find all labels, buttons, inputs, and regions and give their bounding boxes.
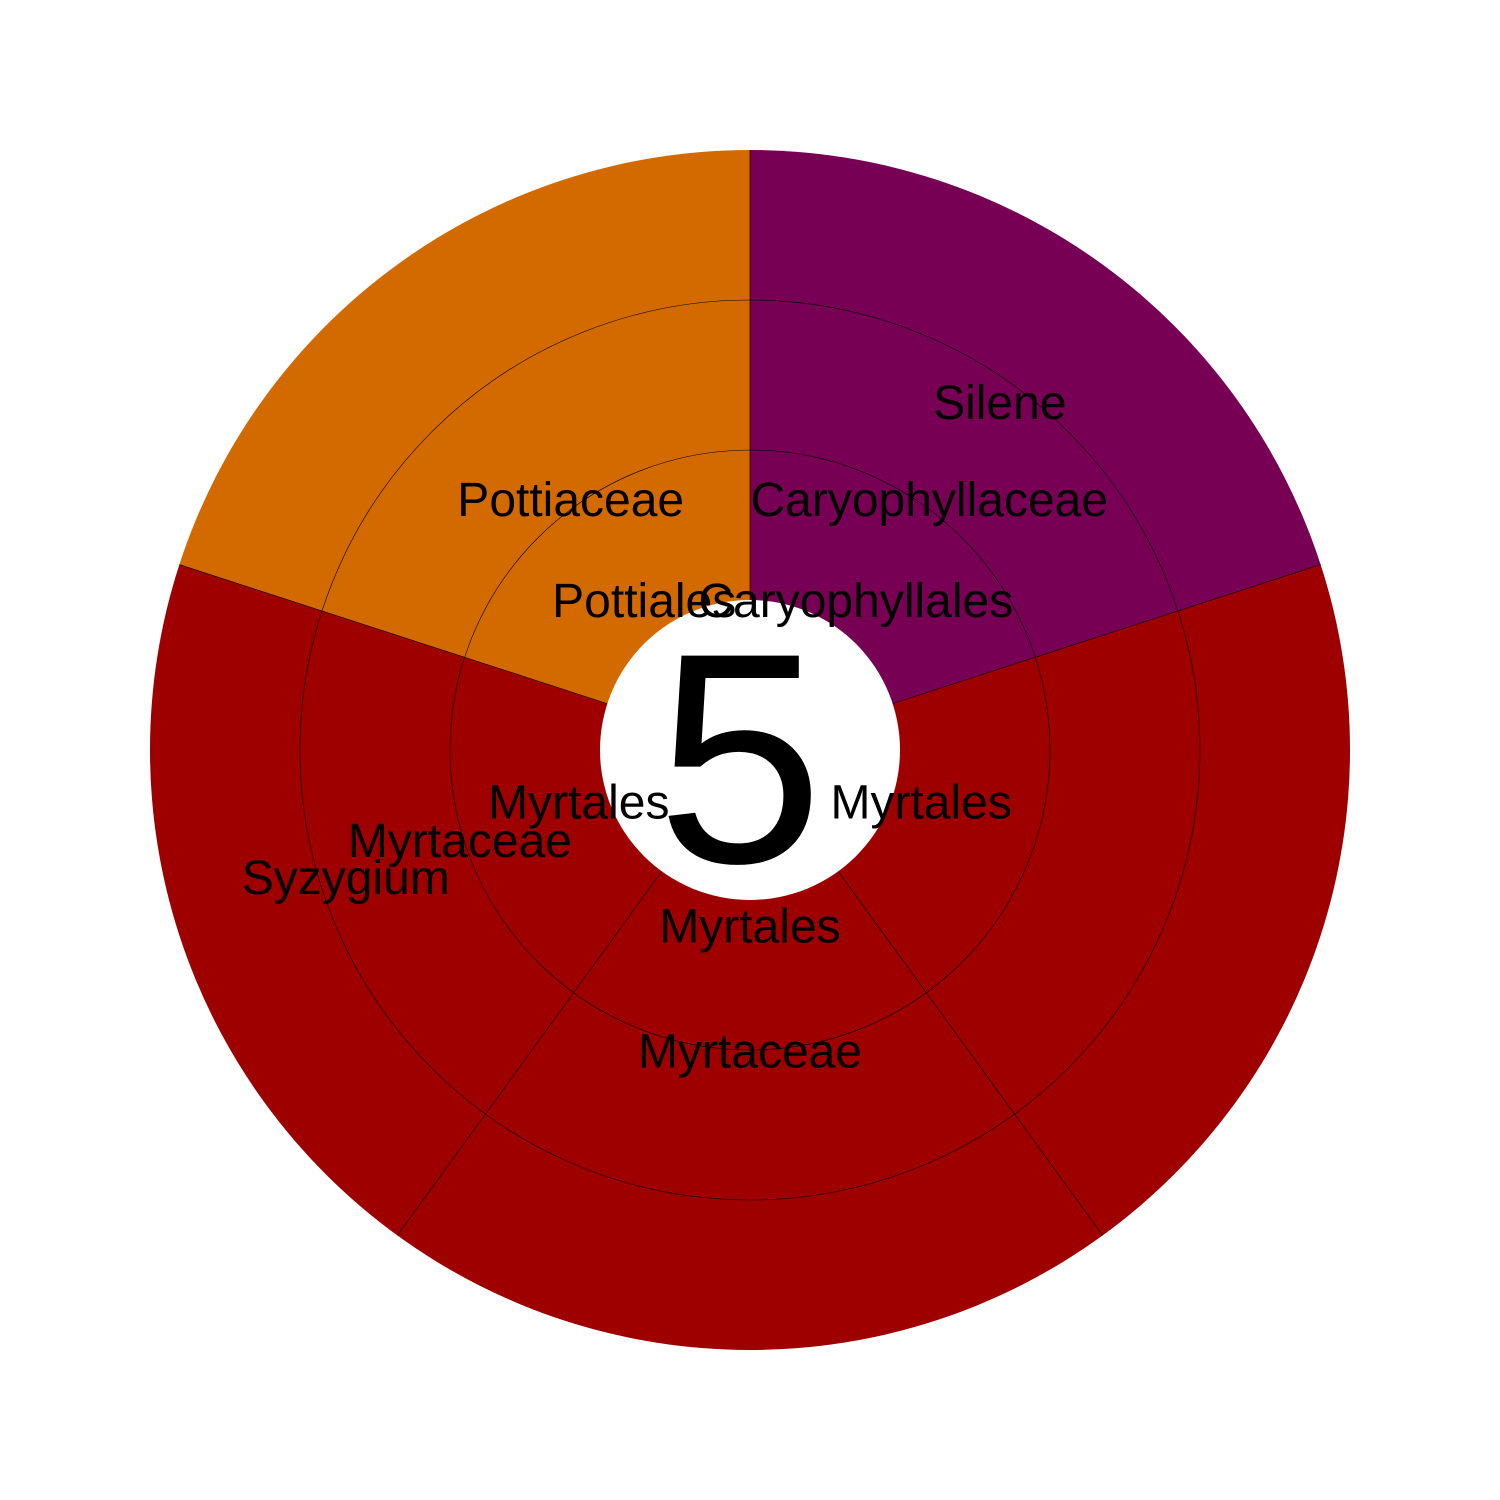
- sector-4-genus-label: Syzygium: [242, 852, 450, 905]
- sector-divider-3: [837, 871, 1103, 1236]
- sector-2-order-label: Myrtales: [831, 776, 1012, 829]
- sunburst-wedges: [150, 150, 1350, 1350]
- sector-1-family-label: Caryophyllaceae: [751, 474, 1109, 527]
- sector-divider-2: [892, 564, 1321, 704]
- sector-4-order-label: Myrtales: [488, 776, 669, 829]
- sector-3-family-label: Myrtaceae: [638, 1026, 862, 1079]
- sector-5-family-label: Pottiaceae: [457, 474, 684, 527]
- sector-3-order-label: Myrtales: [659, 901, 840, 954]
- sector-1-order-label: Caryophyllales: [698, 575, 1013, 628]
- sector-5: [179, 150, 750, 750]
- sector-5-order-label: Pottiales: [552, 575, 736, 628]
- center-count-label: 5: [657, 590, 824, 926]
- sector-divider-5: [179, 564, 608, 704]
- sector-2: [750, 564, 1350, 1236]
- sector-dividers: [179, 150, 1321, 1236]
- center-hole: [600, 600, 900, 900]
- sunburst-labels: Caryophyllales Caryophyllaceae Silene Myrta…: [242, 377, 1108, 1079]
- sector-4: [150, 564, 750, 1236]
- sector-1: [750, 150, 1321, 750]
- sector-4-family-label: Myrtaceae: [348, 815, 572, 868]
- sector-1-genus-label: Silene: [933, 377, 1066, 430]
- sector-divider-4: [397, 871, 663, 1236]
